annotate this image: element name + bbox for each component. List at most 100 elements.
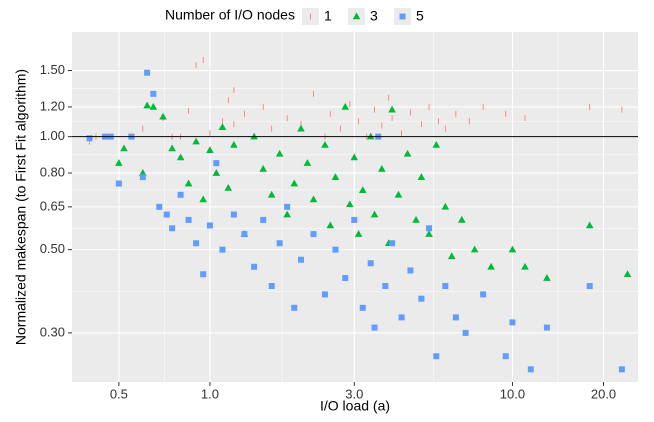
point bbox=[291, 304, 298, 311]
point bbox=[290, 179, 299, 187]
point bbox=[388, 105, 396, 113]
point bbox=[163, 211, 170, 218]
point bbox=[543, 324, 550, 331]
point bbox=[259, 164, 268, 172]
point bbox=[241, 231, 248, 238]
x-axis-label: I/O load (a) bbox=[320, 398, 390, 414]
point bbox=[371, 324, 378, 331]
point bbox=[543, 274, 551, 281]
point bbox=[370, 210, 379, 218]
point bbox=[219, 246, 226, 253]
legend-symbol bbox=[399, 13, 406, 20]
point bbox=[275, 149, 284, 157]
point bbox=[447, 252, 456, 260]
point bbox=[206, 146, 214, 154]
point bbox=[487, 262, 495, 270]
point bbox=[212, 169, 221, 176]
point bbox=[452, 314, 459, 321]
point bbox=[358, 186, 367, 193]
point bbox=[403, 149, 412, 157]
point bbox=[199, 195, 207, 203]
y-tick-label: 1.00 bbox=[40, 128, 65, 143]
point bbox=[618, 366, 625, 373]
point bbox=[230, 140, 238, 148]
legend-symbol bbox=[352, 12, 361, 20]
point bbox=[321, 140, 329, 148]
point bbox=[389, 240, 396, 247]
point bbox=[426, 225, 433, 232]
point bbox=[470, 245, 479, 253]
point bbox=[480, 291, 487, 298]
legend-label: 3 bbox=[370, 8, 378, 24]
legend-label: 5 bbox=[416, 8, 424, 24]
point bbox=[509, 319, 516, 326]
y-tick-label: 0.50 bbox=[40, 241, 65, 256]
point bbox=[144, 69, 151, 76]
point bbox=[586, 283, 593, 290]
point bbox=[283, 210, 291, 218]
point bbox=[218, 123, 227, 130]
point bbox=[346, 200, 354, 208]
point bbox=[303, 159, 312, 166]
point bbox=[169, 225, 176, 232]
point bbox=[321, 291, 328, 298]
point bbox=[433, 353, 440, 360]
point bbox=[159, 112, 167, 120]
point bbox=[139, 169, 147, 176]
point bbox=[341, 102, 350, 110]
point bbox=[310, 231, 317, 238]
point bbox=[192, 137, 200, 145]
point bbox=[332, 246, 339, 253]
point bbox=[527, 366, 534, 373]
point bbox=[120, 144, 128, 152]
point bbox=[326, 221, 335, 229]
point bbox=[156, 203, 163, 210]
point bbox=[86, 135, 93, 142]
point bbox=[350, 153, 359, 161]
point bbox=[462, 329, 469, 336]
y-tick-label: 0.65 bbox=[40, 198, 65, 213]
x-tick-label: 0.5 bbox=[110, 386, 128, 401]
point bbox=[417, 173, 426, 180]
point bbox=[331, 173, 340, 180]
point bbox=[224, 183, 233, 191]
point bbox=[394, 190, 403, 198]
point bbox=[115, 159, 123, 166]
y-tick-label: 0.80 bbox=[40, 164, 65, 179]
point bbox=[230, 211, 237, 218]
x-tick-label: 3.0 bbox=[345, 386, 363, 401]
point bbox=[115, 180, 122, 187]
point bbox=[206, 222, 213, 229]
point bbox=[250, 132, 258, 140]
point bbox=[184, 179, 193, 187]
point bbox=[200, 271, 207, 278]
legend-label: 1 bbox=[324, 8, 332, 24]
point bbox=[351, 216, 358, 223]
point bbox=[412, 215, 420, 223]
y-tick-label: 1.50 bbox=[40, 62, 65, 77]
x-tick-label: 1.0 bbox=[201, 386, 219, 401]
legend-title: Number of I/O nodes bbox=[165, 7, 295, 23]
x-tick-label: 20.0 bbox=[591, 386, 616, 401]
point bbox=[521, 262, 529, 270]
point bbox=[284, 203, 291, 210]
point bbox=[378, 164, 386, 172]
point bbox=[276, 240, 283, 247]
point bbox=[251, 263, 258, 270]
point bbox=[457, 215, 466, 223]
point bbox=[623, 270, 632, 278]
point bbox=[297, 124, 305, 132]
point bbox=[150, 90, 157, 97]
point bbox=[398, 314, 405, 321]
point bbox=[407, 267, 414, 274]
point bbox=[342, 275, 349, 282]
point bbox=[585, 221, 594, 229]
point bbox=[213, 160, 220, 167]
point bbox=[309, 195, 318, 203]
point bbox=[367, 260, 374, 267]
point bbox=[425, 230, 433, 237]
y-tick-label: 0.30 bbox=[40, 324, 65, 339]
point bbox=[432, 140, 441, 148]
point bbox=[267, 190, 276, 198]
